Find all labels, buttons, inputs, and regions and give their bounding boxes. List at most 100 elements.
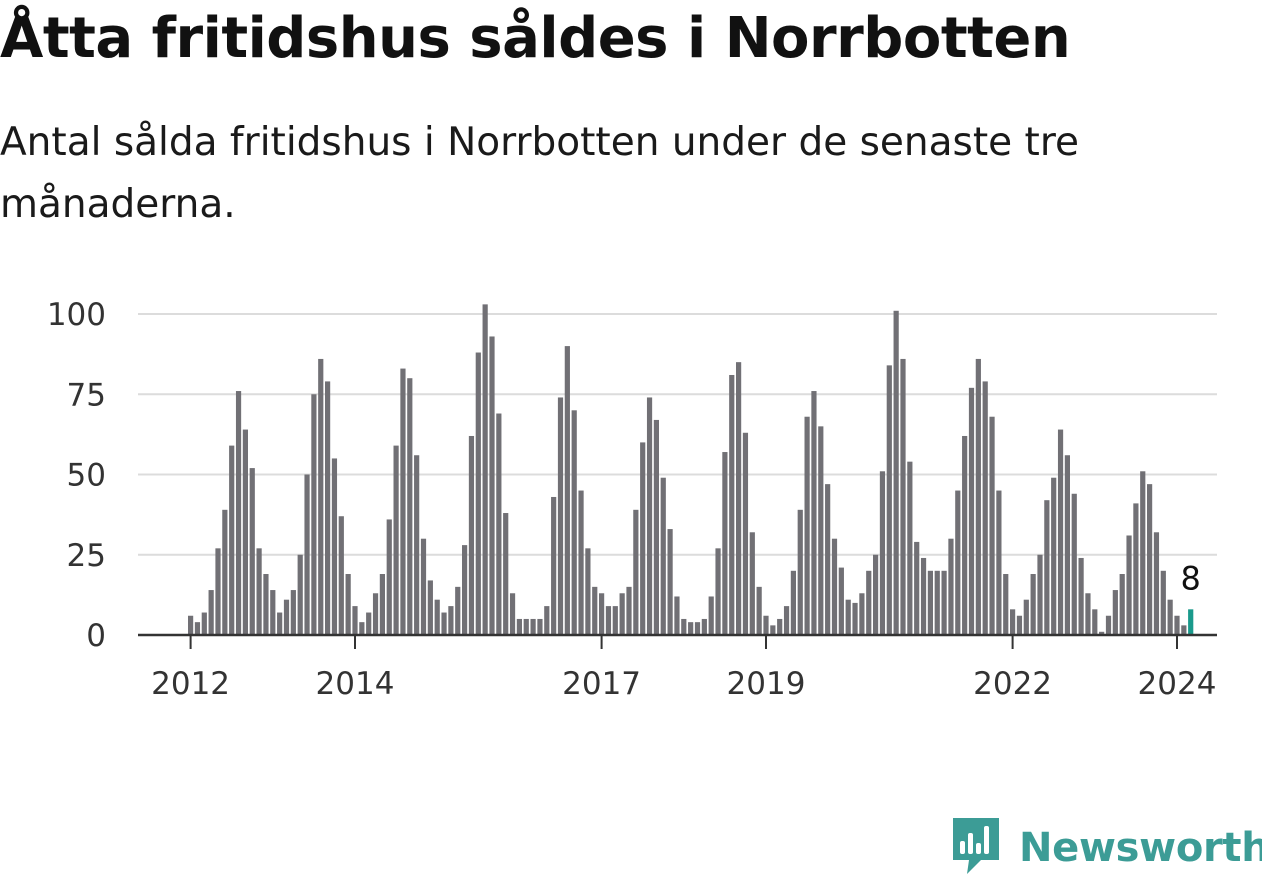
bar: [208, 590, 214, 635]
bar: [763, 615, 769, 635]
annotations: 8: [1177, 555, 1205, 601]
bar: [941, 570, 947, 635]
brand-name: Newsworthy: [1019, 825, 1262, 871]
bar: [736, 362, 742, 635]
bar: [229, 445, 235, 635]
bar: [653, 419, 659, 635]
bar: [1174, 615, 1180, 635]
bar: [879, 471, 886, 635]
bar: [962, 435, 968, 635]
bar: [516, 618, 522, 635]
bar: [523, 618, 529, 635]
bar: [263, 574, 269, 635]
bar: [462, 545, 468, 635]
bar: [1153, 532, 1160, 635]
bar: [297, 554, 303, 635]
bar: [427, 580, 433, 635]
x-tick-label: 2022: [973, 666, 1052, 702]
bar: [188, 615, 194, 635]
bar: [414, 455, 420, 635]
bar: [215, 548, 221, 635]
bar: [955, 490, 961, 635]
x-tick-label: 2019: [727, 666, 806, 702]
bar: [770, 625, 776, 635]
bar: [831, 538, 838, 635]
bar: [1044, 500, 1050, 635]
bar: [619, 593, 625, 635]
bar: [235, 391, 242, 635]
bar: [366, 612, 372, 635]
bar: [948, 538, 954, 635]
bar: [1167, 599, 1173, 635]
bar: [790, 570, 796, 635]
bar: [982, 381, 988, 635]
y-tick-label: 100: [47, 297, 106, 333]
bar: [242, 429, 248, 635]
bar: [1085, 593, 1091, 635]
bar: [804, 416, 810, 635]
bar: [400, 368, 406, 635]
bar: [222, 509, 228, 635]
bar: [646, 397, 653, 635]
bar: [379, 574, 385, 635]
bar: [1003, 574, 1009, 635]
chart-title: Åtta fritidshus såldes i Norrbotten: [0, 6, 1071, 71]
bar: [640, 442, 646, 635]
bar: [797, 509, 803, 635]
gridlines: [138, 313, 1217, 556]
bar: [544, 606, 550, 635]
brand-logo: Newsworthy: [951, 818, 1262, 878]
bar: [1023, 599, 1029, 635]
bar: [914, 541, 920, 635]
latest-value-label: 8: [1181, 559, 1201, 597]
bar: [1140, 471, 1146, 635]
bar: [1030, 574, 1036, 635]
bar: [503, 513, 509, 635]
bar: [900, 358, 906, 635]
bar: [968, 387, 975, 635]
bar: [530, 618, 536, 635]
bar: [749, 532, 755, 635]
bar: [729, 374, 735, 635]
bar: [468, 435, 475, 635]
bar: [715, 548, 721, 635]
x-tick-label: 2024: [1138, 666, 1217, 702]
bar: [407, 378, 413, 635]
bar: [482, 304, 488, 635]
bar: [927, 570, 933, 635]
bar: [742, 432, 749, 635]
bar: [331, 458, 338, 635]
bar: [1016, 615, 1023, 635]
bar: [681, 618, 687, 635]
bar: [633, 509, 639, 635]
bar: [688, 622, 694, 635]
bar: [694, 622, 701, 635]
bar: [1099, 631, 1105, 635]
bar: [393, 445, 399, 635]
bar: [605, 606, 612, 635]
bar: [475, 352, 481, 635]
bar: [818, 426, 824, 635]
bar: [270, 590, 276, 635]
y-tick-label: 50: [67, 458, 106, 494]
bar: [1112, 590, 1118, 635]
bar: [318, 358, 324, 635]
bar: [811, 391, 817, 635]
bar: [557, 397, 564, 635]
bar: [845, 599, 851, 635]
bar: [338, 516, 344, 635]
bar: [564, 346, 570, 635]
bar: [1064, 455, 1070, 635]
bar: [359, 622, 365, 635]
bar: [578, 490, 584, 635]
bar: [907, 461, 913, 635]
bar: [1119, 574, 1125, 635]
bar: [1037, 554, 1043, 635]
bar: [708, 596, 714, 635]
bar: [1133, 503, 1139, 635]
bars: [188, 304, 1194, 635]
chart-subtitle: Antal sålda fritidshus i Norrbotten unde…: [0, 120, 1079, 227]
bar: [386, 519, 392, 635]
bar: [277, 612, 283, 635]
